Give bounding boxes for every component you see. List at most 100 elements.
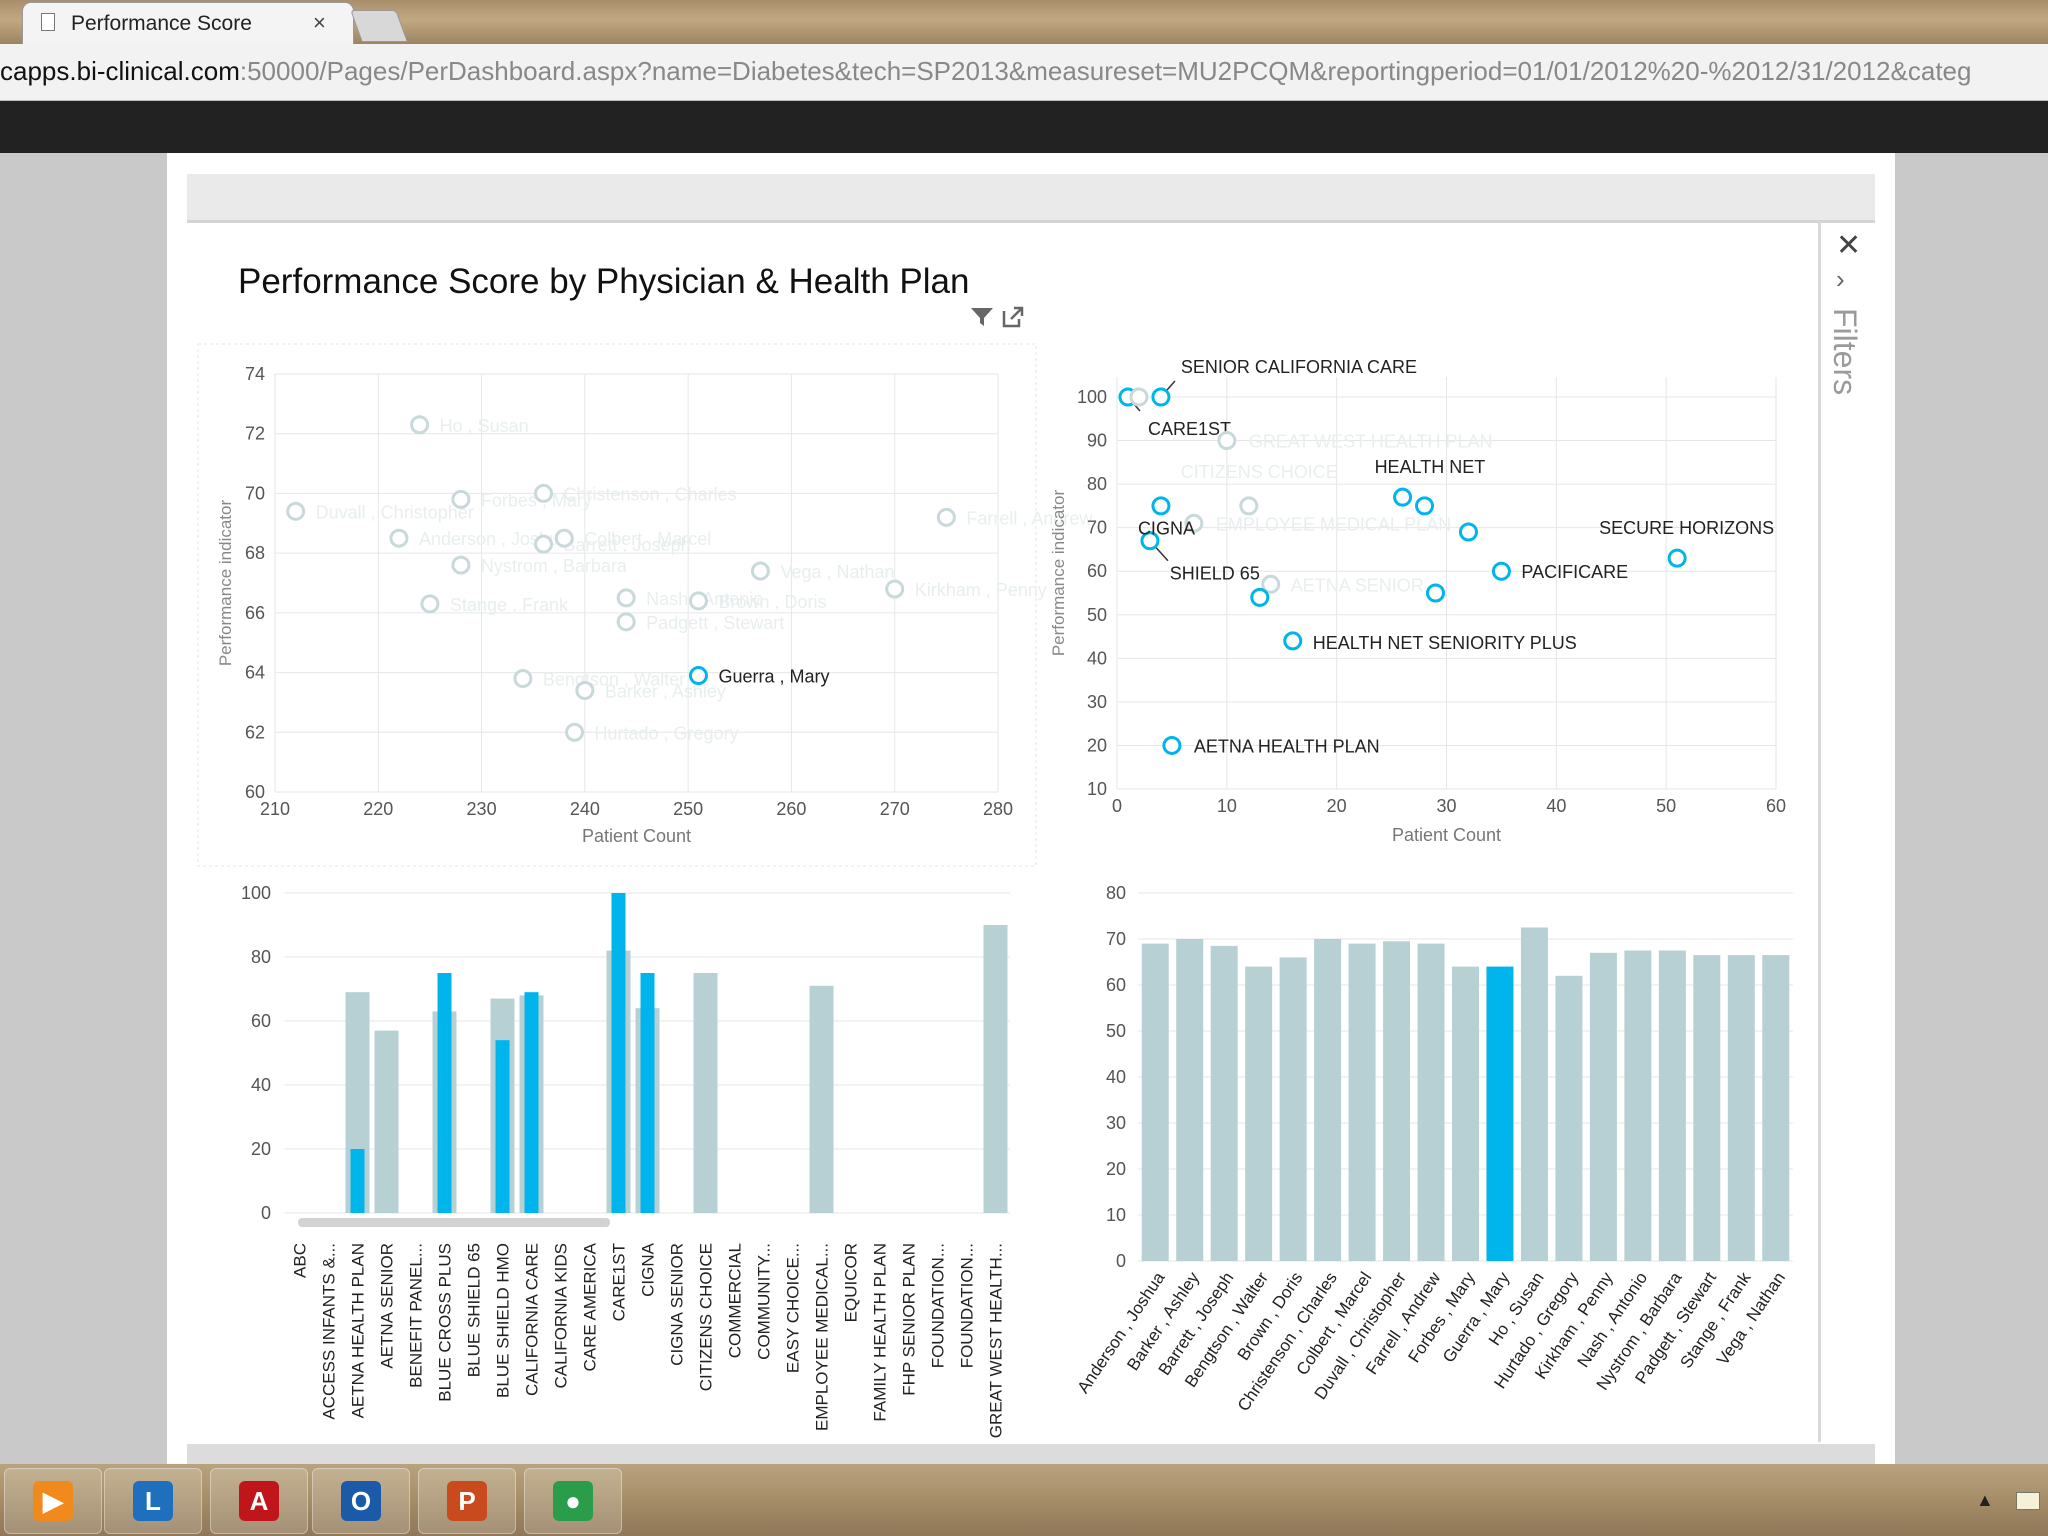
category-label: ACCESS INFANTS &... xyxy=(320,1243,339,1420)
bar xyxy=(1555,975,1583,1261)
scatter-point xyxy=(1162,735,1182,755)
category-label: GREAT WEST HEALTH... xyxy=(987,1243,1006,1438)
taskbar-button[interactable]: ▶ xyxy=(4,1468,102,1534)
url-host: capps.bi-clinical.com xyxy=(0,56,240,86)
point-label: SHIELD 65 xyxy=(1170,563,1260,583)
scatter-point xyxy=(389,528,409,548)
tray-mail-icon[interactable] xyxy=(2016,1492,2040,1510)
x-tick-label: 270 xyxy=(880,799,910,819)
x-tick-label: 50 xyxy=(1656,796,1676,816)
powerpoint-icon: P xyxy=(447,1481,487,1521)
popout-icon[interactable] xyxy=(1002,306,1024,328)
y-tick-label: 70 xyxy=(245,483,265,503)
scatter-point xyxy=(286,501,306,521)
browser-tab[interactable]: Performance Score × xyxy=(22,2,354,45)
point-label: Guerra , Mary xyxy=(718,667,829,687)
bar xyxy=(1245,966,1273,1261)
y-tick-label: 50 xyxy=(1087,605,1107,625)
y-tick-label: 70 xyxy=(1087,518,1107,538)
tab-close-icon[interactable]: × xyxy=(313,10,326,35)
category-label: BLUE SHIELD HMO xyxy=(494,1243,513,1398)
category-label: COMMUNITY... xyxy=(755,1243,774,1360)
scatter-point xyxy=(1667,548,1687,568)
point-label: Padgett , Stewart xyxy=(646,613,784,633)
bar xyxy=(1693,955,1721,1261)
scatter-point xyxy=(936,507,956,527)
bar-highlight xyxy=(640,973,655,1213)
point-label: Brown , Doris xyxy=(718,592,826,612)
url-path: :50000/Pages/PerDashboard.aspx?name=Diab… xyxy=(239,56,1972,86)
scatter-point xyxy=(1393,487,1413,507)
y-tick-label: 40 xyxy=(1087,648,1107,668)
bar xyxy=(1520,927,1548,1261)
bar xyxy=(1348,943,1376,1261)
y-tick-label: 60 xyxy=(1087,561,1107,581)
bar xyxy=(1314,939,1342,1261)
bar xyxy=(1141,943,1169,1261)
y-tick-label: 50 xyxy=(1106,1021,1126,1041)
y-tick-label: 80 xyxy=(1106,883,1126,903)
point-label: CIGNA xyxy=(1138,519,1195,539)
point-label: Ho , Susan xyxy=(440,416,529,436)
category-label: COMMERCIAL xyxy=(726,1243,745,1358)
horizontal-scrollbar xyxy=(298,1218,610,1227)
scatter-point xyxy=(513,669,533,689)
y-tick-label: 70 xyxy=(1106,929,1126,949)
scatter-point xyxy=(534,534,554,554)
bottom-scroll-strip xyxy=(187,1444,1875,1464)
scatter-point xyxy=(1250,587,1270,607)
scatter-point xyxy=(1491,561,1511,581)
tab-title: Performance Score xyxy=(71,12,252,35)
point-label: HEALTH NET xyxy=(1375,457,1486,477)
tray-expand-icon[interactable]: ▲ xyxy=(1976,1490,1994,1510)
taskbar-button[interactable]: A xyxy=(210,1468,308,1534)
scatter-point xyxy=(616,612,636,632)
scatter-point xyxy=(451,489,471,509)
category-label: CALIFORNIA CARE xyxy=(523,1243,542,1396)
y-tick-label: 30 xyxy=(1106,1113,1126,1133)
scatter-point xyxy=(1151,496,1171,516)
scatter-point xyxy=(616,588,636,608)
bar xyxy=(1210,945,1238,1261)
x-tick-label: 230 xyxy=(467,799,497,819)
scatter-point xyxy=(1129,387,1149,407)
x-tick-label: 60 xyxy=(1766,796,1786,816)
y-tick-label: 64 xyxy=(245,663,265,683)
filter-chevron-icon[interactable]: › xyxy=(1836,264,1845,294)
taskbar-button[interactable]: L xyxy=(104,1468,202,1534)
point-label: Barrett , Joseph xyxy=(564,535,691,555)
filter-close-icon[interactable]: ✕ xyxy=(1836,229,1862,262)
taskbar-button[interactable]: ● xyxy=(524,1468,622,1534)
url-text[interactable]: capps.bi-clinical.com:50000/Pages/PerDas… xyxy=(0,56,2048,87)
scatter-point xyxy=(1261,574,1281,594)
bar xyxy=(1624,950,1652,1261)
bar xyxy=(1589,952,1617,1261)
scatter-point xyxy=(420,594,440,614)
bar xyxy=(1486,966,1514,1261)
category-label: AETNA SENIOR xyxy=(378,1243,397,1369)
category-label: BLUE CROSS PLUS xyxy=(436,1243,455,1402)
taskbar-button[interactable]: P xyxy=(418,1468,516,1534)
bar-faded xyxy=(983,925,1008,1213)
point-label: Forbes , Mary xyxy=(481,490,592,510)
category-label: BLUE SHIELD 65 xyxy=(465,1243,484,1377)
y-tick-label: 80 xyxy=(251,947,271,967)
bar-highlight xyxy=(437,973,452,1213)
filter-panel-label[interactable]: Filters xyxy=(1827,308,1863,396)
taskbar-button[interactable]: O xyxy=(312,1468,410,1534)
y-tick-label: 0 xyxy=(261,1203,271,1223)
acrobat-icon: A xyxy=(239,1481,279,1521)
right-margin xyxy=(1895,153,2048,1464)
bar xyxy=(1417,943,1445,1261)
funnel-icon[interactable] xyxy=(970,306,994,328)
left-margin xyxy=(0,153,167,1464)
address-bar[interactable]: capps.bi-clinical.com:50000/Pages/PerDas… xyxy=(0,44,2048,101)
filter-panel xyxy=(1818,222,1861,1442)
point-label: CITIZENS CHOICE xyxy=(1181,462,1338,482)
point-label: Christenson , Charles xyxy=(564,484,737,504)
point-label: EMPLOYEE MEDICAL PLAN xyxy=(1216,514,1451,534)
y-tick-label: 20 xyxy=(251,1139,271,1159)
scatter-point xyxy=(1415,496,1435,516)
y-tick-label: 60 xyxy=(251,1011,271,1031)
